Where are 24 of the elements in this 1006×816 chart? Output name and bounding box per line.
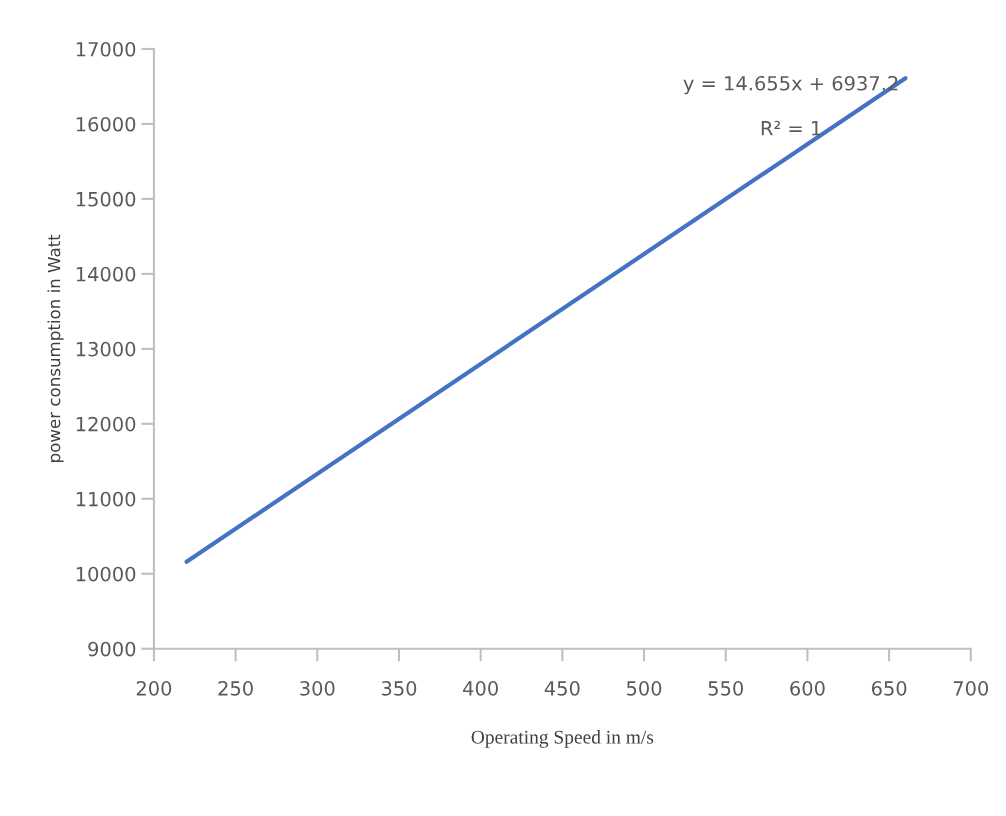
y-tick-label: 14000 — [76, 266, 136, 282]
y-tick-label: 15000 — [76, 191, 136, 207]
x-tick-label: 450 — [544, 681, 580, 696]
y-tick-label: 16000 — [76, 116, 136, 132]
y-tick-label: 17000 — [76, 41, 136, 57]
x-tick-label: 550 — [708, 681, 743, 696]
x-axis-title: Operating Speed in m/s — [471, 730, 654, 748]
y-tick-label: 12000 — [76, 416, 136, 432]
y-tick-label: 9000 — [88, 641, 136, 657]
x-tick-label: 500 — [626, 681, 662, 696]
annotation: R² = 1 — [761, 120, 821, 136]
y-axis-title: power consumption in Watt — [47, 234, 64, 462]
x-tick-label: 200 — [136, 681, 172, 696]
x-tick-label: 400 — [463, 681, 498, 696]
x-tick-label: 350 — [381, 681, 417, 696]
x-tick-label: 600 — [790, 681, 825, 696]
x-tick-label: 700 — [953, 681, 989, 696]
annotation: y = 14.655x + 6937.2 — [683, 75, 898, 95]
y-tick-label: 13000 — [76, 341, 136, 357]
y-tick-label: 11000 — [76, 491, 136, 507]
y-tick-label: 10000 — [76, 566, 136, 582]
x-tick-label: 650 — [871, 681, 907, 696]
x-tick-label: 300 — [300, 681, 335, 696]
x-tick-label: 250 — [218, 681, 253, 696]
